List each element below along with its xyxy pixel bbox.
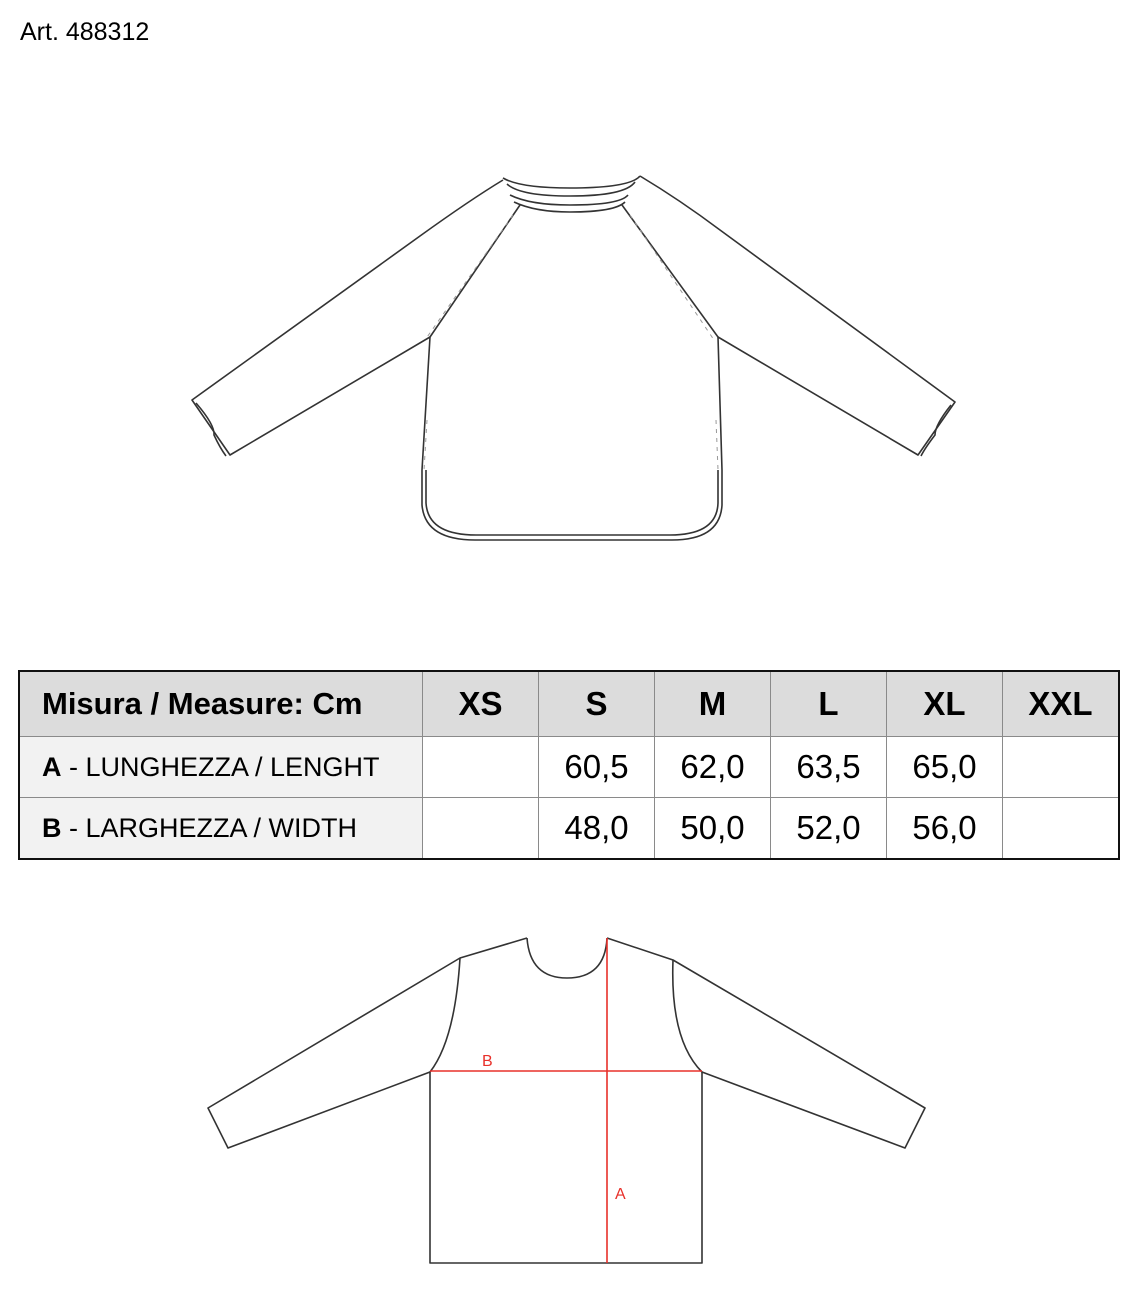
cell: 52,0 xyxy=(770,797,887,860)
measure-header: Misura / Measure: Cm xyxy=(18,670,423,737)
cell xyxy=(422,797,539,860)
size-header: XL xyxy=(886,670,1003,737)
size-header: XS xyxy=(422,670,539,737)
row-label: B - LARGHEZZA / WIDTH xyxy=(18,797,423,860)
cell xyxy=(1002,797,1120,860)
row-label: A - LUNGHEZZA / LENGHT xyxy=(18,736,423,798)
size-header: XXL xyxy=(1002,670,1120,737)
cell xyxy=(422,736,539,798)
size-header: S xyxy=(538,670,655,737)
table-row: B - LARGHEZZA / WIDTH 48,0 50,0 52,0 56,… xyxy=(18,797,1120,860)
sweater-measure-sketch xyxy=(207,937,926,1264)
size-header: L xyxy=(770,670,887,737)
cell xyxy=(1002,736,1120,798)
cell: 63,5 xyxy=(770,736,887,798)
table-header-row: Misura / Measure: Cm XS S M L XL XXL xyxy=(18,670,1120,737)
table-row: A - LUNGHEZZA / LENGHT 60,5 62,0 63,5 65… xyxy=(18,736,1120,798)
cell: 65,0 xyxy=(886,736,1003,798)
cell: 48,0 xyxy=(538,797,655,860)
measure-label-b: B xyxy=(482,1053,493,1070)
measure-label-a: A xyxy=(615,1186,626,1203)
cell: 62,0 xyxy=(654,736,771,798)
size-table: Misura / Measure: Cm XS S M L XL XXL A -… xyxy=(18,670,1120,860)
cell: 60,5 xyxy=(538,736,655,798)
cell: 56,0 xyxy=(886,797,1003,860)
sweater-front-sketch xyxy=(191,175,956,541)
size-header: M xyxy=(654,670,771,737)
cell: 50,0 xyxy=(654,797,771,860)
article-number: Art. 488312 xyxy=(20,18,150,46)
